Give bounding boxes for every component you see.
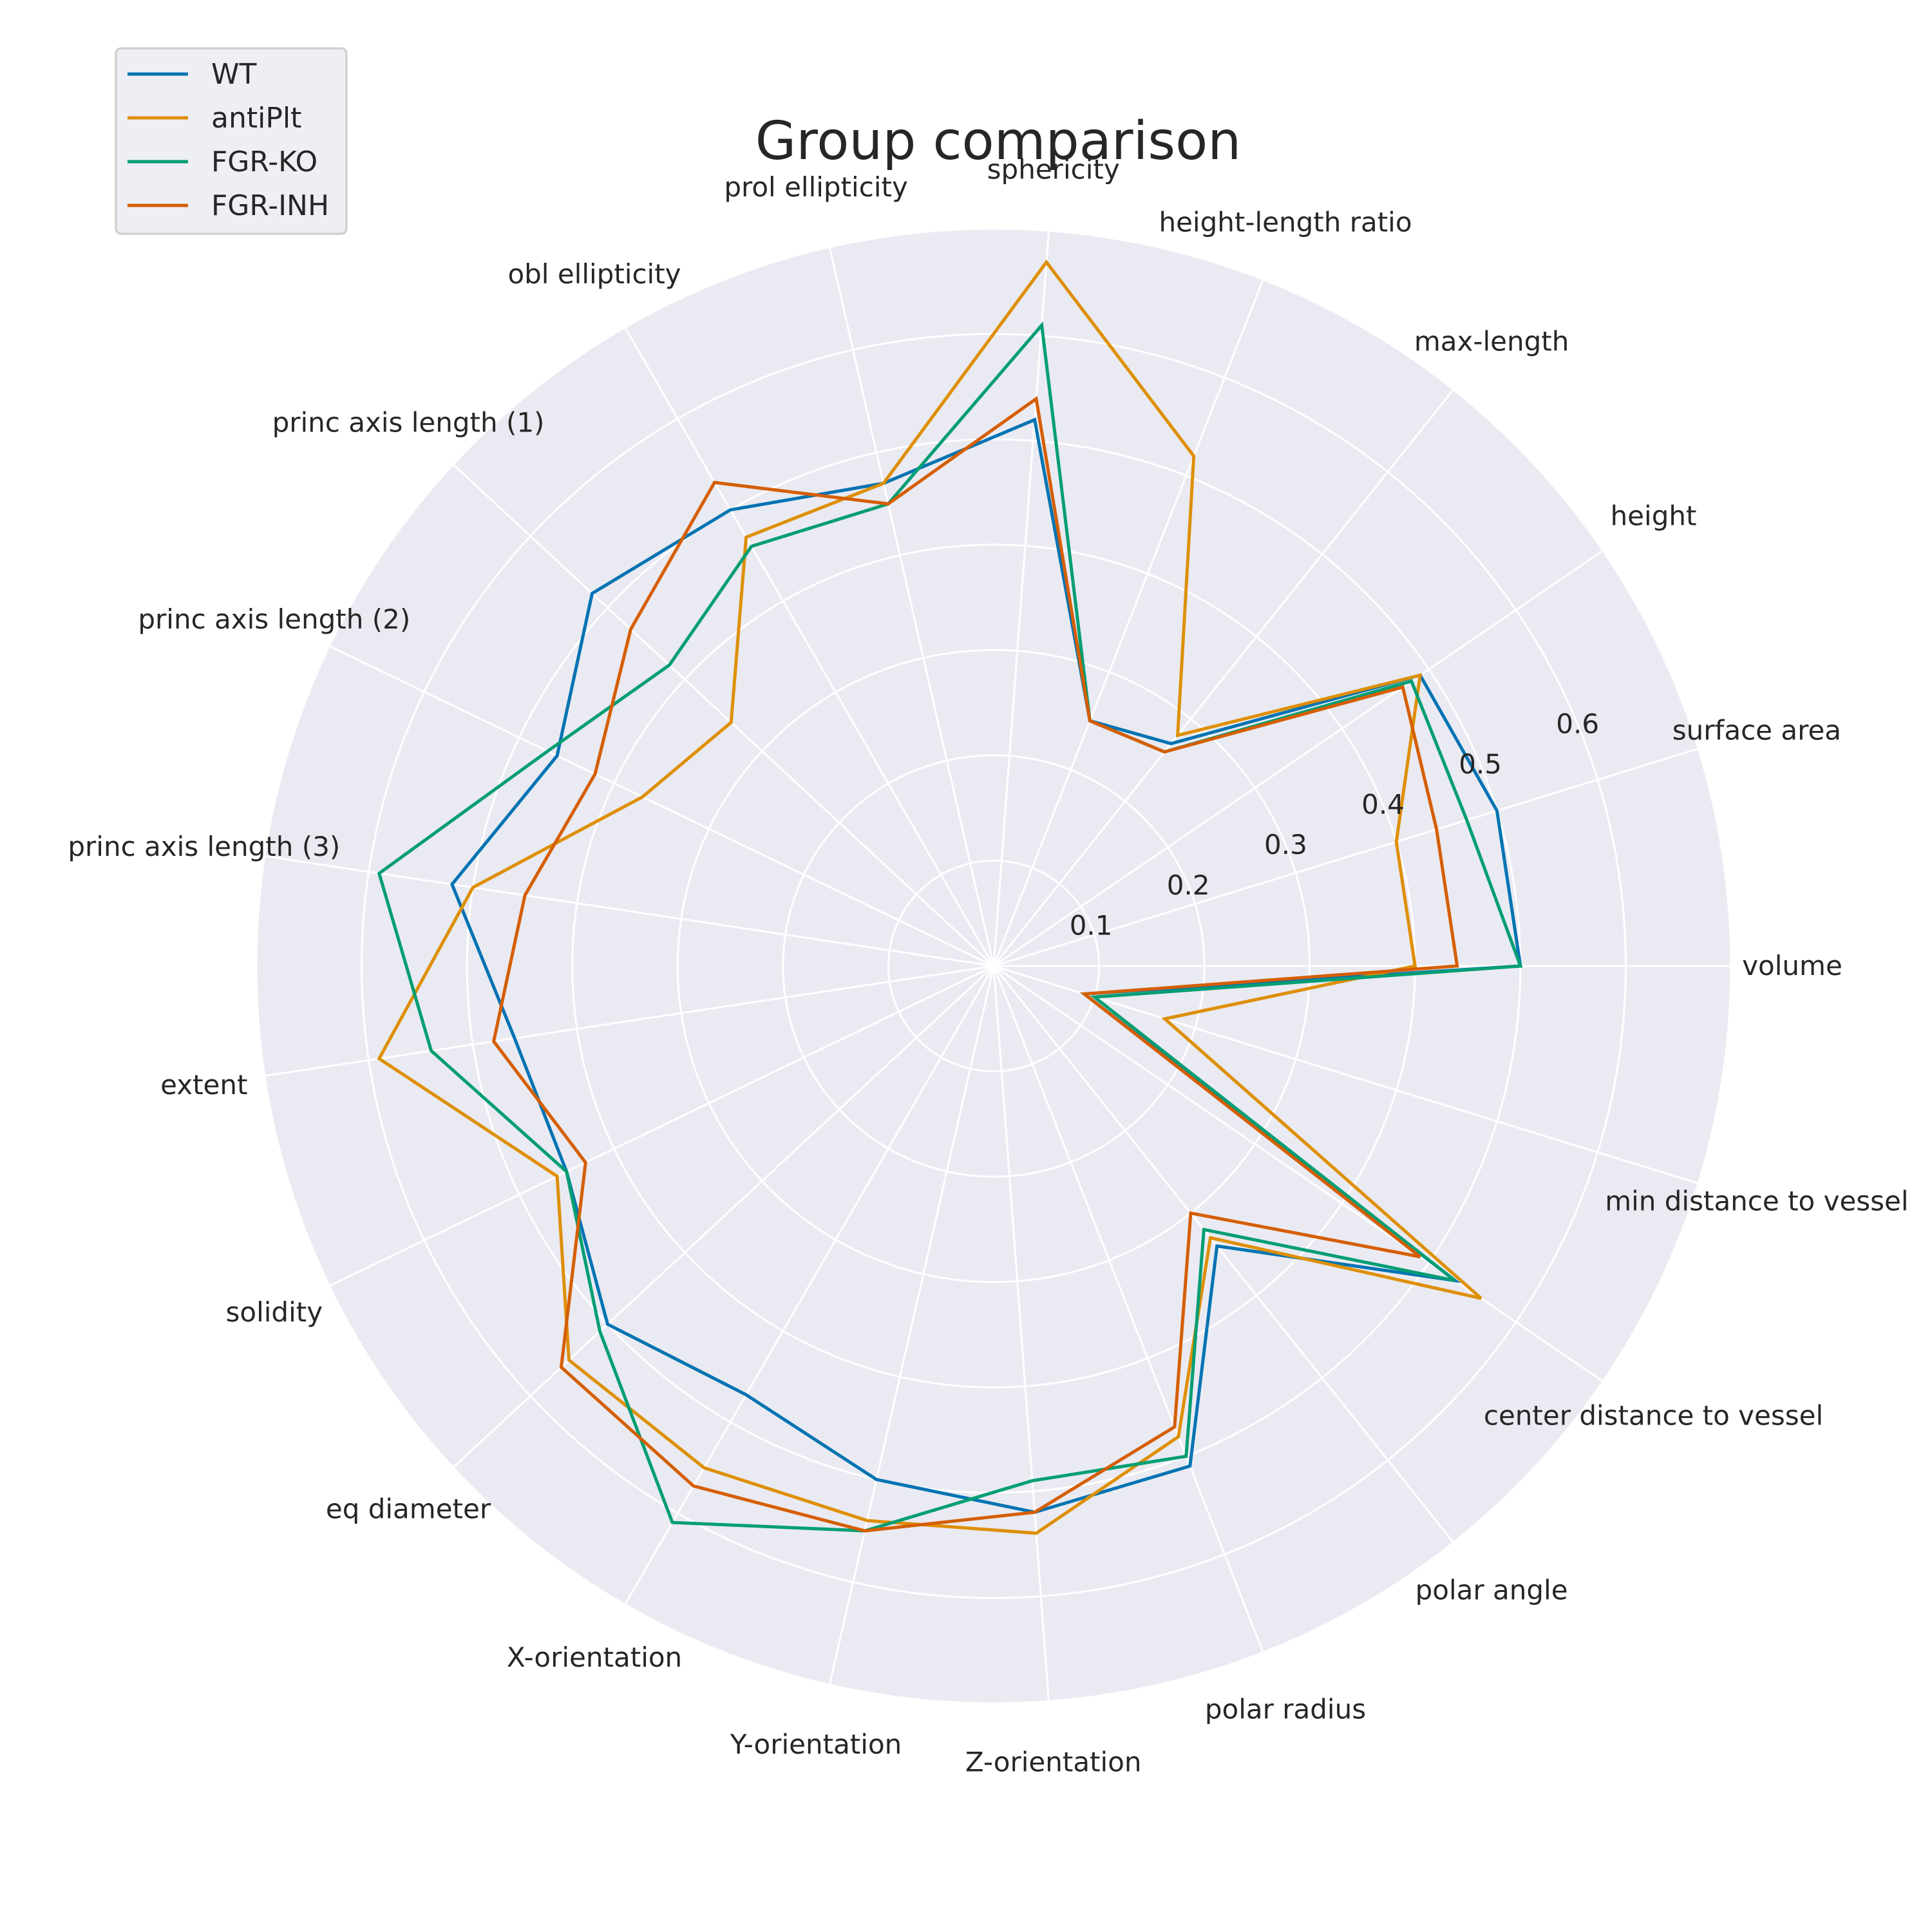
spoke-5 — [992, 279, 1264, 967]
spoke-15 — [624, 965, 995, 1605]
axis-label-3: height — [1611, 500, 1697, 532]
axis-label-7: prol ellipticity — [724, 171, 907, 203]
axis-label-9: princ axis length (1) — [272, 407, 545, 439]
legend-label-wt: WT — [211, 58, 257, 91]
legend-box — [115, 47, 348, 235]
legend: WT antiPlt FGR-KO FGR-INH — [115, 47, 348, 235]
radial-tick-labels: 0.1 0.2 0.3 0.4 0.5 0.6 — [1070, 708, 1599, 941]
series-layer — [377, 259, 1523, 1535]
radial-tick-4: 0.4 — [1361, 789, 1405, 820]
spoke-19 — [992, 965, 1455, 1544]
axis-label-14: eq diameter — [326, 1493, 491, 1524]
spoke-2 — [993, 748, 1699, 967]
radial-tick-2: 0.2 — [1167, 869, 1210, 901]
spoke-13 — [328, 965, 994, 1287]
axis-label-15: X-orientation — [507, 1642, 682, 1673]
spoke-3 — [993, 549, 1604, 967]
axis-label-4: max-length — [1414, 326, 1569, 357]
legend-label-antiplt: antiPlt — [211, 102, 301, 135]
spoke-8 — [624, 327, 995, 967]
spoke-14 — [452, 965, 995, 1468]
axis-label-19: polar angle — [1416, 1575, 1568, 1606]
radial-tick-1: 0.1 — [1070, 909, 1113, 941]
spoke-9 — [452, 464, 995, 967]
radial-tick-5: 0.5 — [1459, 748, 1502, 780]
spoke-12 — [264, 965, 994, 1077]
axis-label-1: volume — [1742, 950, 1842, 981]
axis-label-2: surface area — [1672, 715, 1841, 746]
axis-label-16: Y-orientation — [730, 1728, 902, 1760]
axis-label-8: obl ellipticity — [507, 258, 681, 290]
spoke-20 — [993, 965, 1604, 1383]
spoke-4 — [992, 388, 1455, 967]
axis-label-5: height-length ratio — [1159, 207, 1412, 238]
axis-label-17: Z-orientation — [965, 1747, 1142, 1778]
axis-label-21: min distance to vessel — [1605, 1186, 1908, 1217]
axis-label-12: extent — [160, 1069, 247, 1101]
radial-tick-6: 0.6 — [1556, 708, 1599, 739]
axis-label-10: princ axis length (2) — [138, 603, 410, 635]
axis-label-13: solidity — [226, 1296, 323, 1328]
axis-label-18: polar radius — [1205, 1693, 1366, 1725]
spoke-17 — [992, 965, 1050, 1701]
radial-tick-3: 0.3 — [1264, 829, 1307, 860]
spoke-6 — [992, 231, 1050, 967]
axis-label-11: princ axis length (3) — [68, 831, 340, 862]
spoke-16 — [828, 965, 995, 1685]
legend-label-fgr-inh: FGR-INH — [211, 189, 329, 222]
legend-label-fgr-ko: FGR-KO — [211, 146, 317, 178]
axis-label-20: center distance to vessel — [1484, 1400, 1823, 1432]
chart-title: Group comparison — [755, 111, 1242, 172]
axis-labels: volume surface area height max-length height… — [68, 154, 1908, 1778]
series-line-wt — [450, 417, 1522, 1514]
series-line-fgr-inh — [491, 395, 1459, 1533]
spoke-11 — [264, 855, 994, 967]
axis-label-6: sphericity — [987, 154, 1120, 185]
spoke-7 — [828, 247, 995, 967]
spoke-18 — [992, 965, 1264, 1653]
spoke-21 — [993, 965, 1699, 1184]
spoke-10 — [328, 645, 994, 967]
